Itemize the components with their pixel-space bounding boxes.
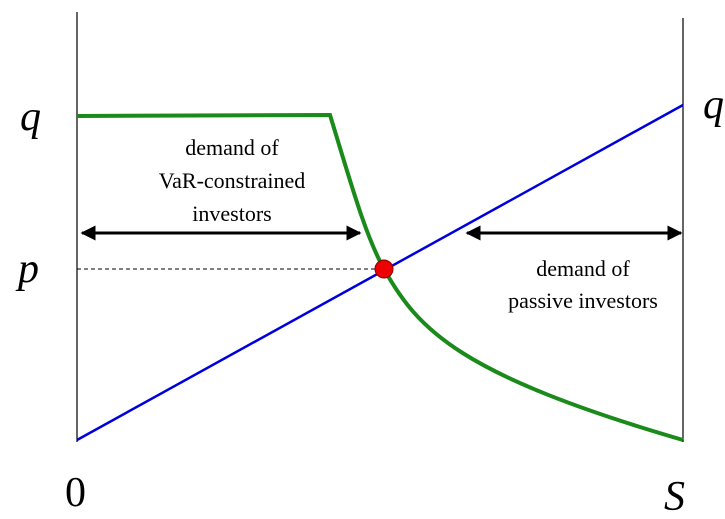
- q-right-label: q: [703, 82, 724, 128]
- q-label: q: [20, 94, 41, 140]
- demand-curve: [76, 112, 684, 442]
- annotation: demand of: [536, 256, 630, 281]
- s-label: S: [664, 474, 685, 519]
- origin-label: 0: [65, 470, 86, 516]
- annotation: investors: [192, 201, 271, 226]
- equilibrium-point: [374, 259, 394, 279]
- annotation: demand of: [185, 135, 279, 160]
- annotation: VaR-constrained: [159, 168, 306, 193]
- p-label: p: [15, 246, 39, 292]
- annotation: passive investors: [508, 288, 658, 313]
